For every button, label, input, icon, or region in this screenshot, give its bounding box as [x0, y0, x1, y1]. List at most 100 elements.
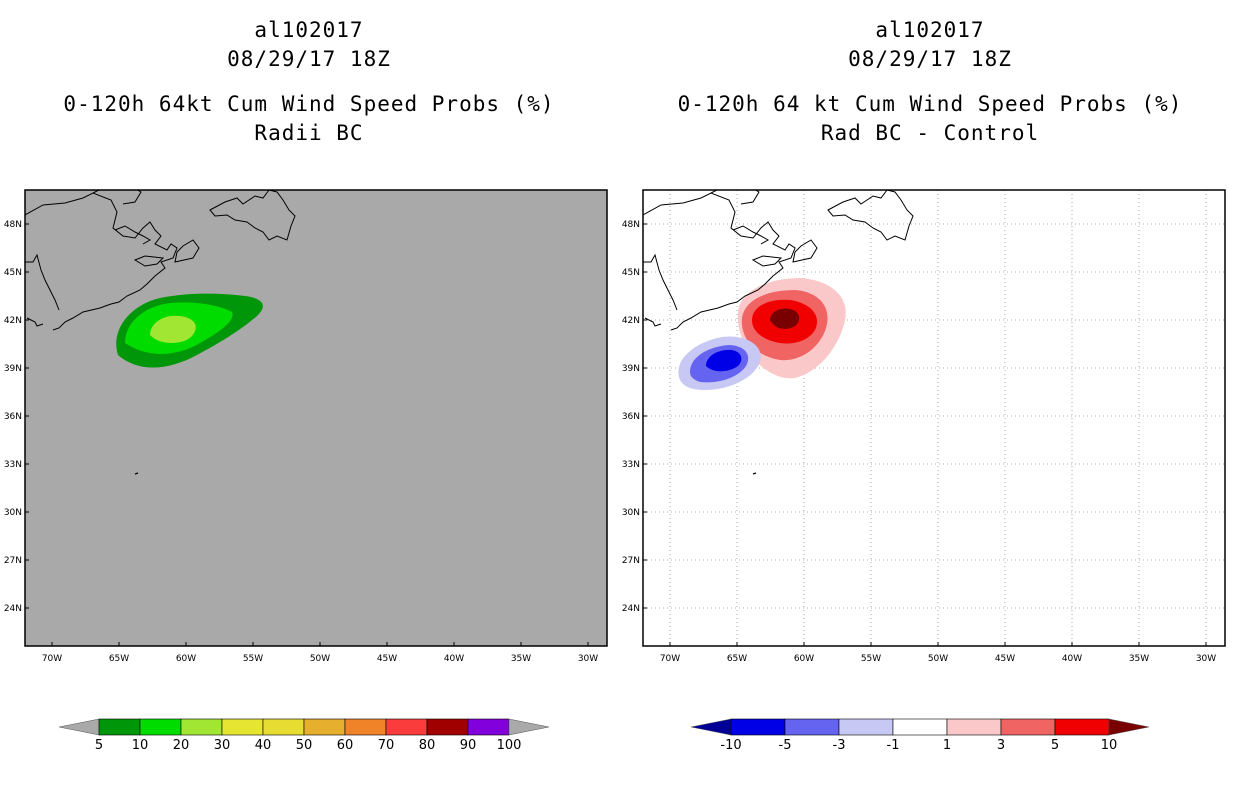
- lat-tick-label: 48N: [4, 220, 22, 230]
- colorbar-label: 5: [95, 738, 103, 753]
- lat-tick-label: 27N: [4, 556, 22, 566]
- lat-tick-label: 27N: [622, 556, 640, 566]
- colorbar-label: 30: [214, 738, 231, 753]
- colorbar-label: -3: [833, 738, 846, 753]
- colorbar-swatch: [838, 718, 894, 736]
- left-title-block: al102017 08/29/17 18Z 0-120h 64kt Cum Wi…: [20, 16, 598, 148]
- colorbar-swatch: [892, 718, 948, 736]
- right-title: 0-120h 64 kt Cum Wind Speed Probs (%): [677, 92, 1183, 116]
- left-colorbar: 5 10 20 30 40 50 60 70 80 90 100: [58, 718, 550, 753]
- colorbar-label: 5: [1051, 738, 1059, 753]
- colorbar-swatch: [303, 718, 346, 736]
- left-map-frame: [24, 189, 608, 647]
- right-lon-axis: 70W 65W 60W 55W 50W 45W 40W 35W 30W: [660, 642, 1216, 664]
- right-map-background: [643, 190, 1225, 646]
- right-lat-axis: 48N 45N 42N 39N 36N 33N 30N 27N 24N: [622, 220, 647, 614]
- right-title-block: al102017 08/29/17 18Z 0-120h 64 kt Cum W…: [630, 16, 1230, 148]
- lat-tick-label: 36N: [622, 412, 640, 422]
- colorbar-high-triangle: [1108, 718, 1150, 736]
- colorbar-label: 1: [943, 738, 951, 753]
- left-lat-axis: 48N 45N 42N 39N 36N 33N 30N 27N 24N: [4, 220, 29, 614]
- lat-tick-label: 33N: [4, 460, 22, 470]
- colorbar-label: 50: [296, 738, 313, 753]
- left-map-panel: 48N 45N 42N 39N 36N 33N 30N 27N 24N 70W 65W 60W 55W…: [4, 189, 608, 664]
- right-colorbar: -10 -5 -3 -1 1 3 5 10: [690, 718, 1150, 753]
- left-storm-id: al102017: [254, 18, 364, 42]
- colorbar-label: 100: [497, 738, 522, 753]
- colorbar-label: 10: [132, 738, 149, 753]
- colorbar-label: 10: [1101, 738, 1118, 753]
- colorbar-label: -1: [887, 738, 900, 753]
- right-storm-id: al102017: [875, 18, 985, 42]
- colorbar-swatch: [467, 718, 510, 736]
- colorbar-swatch: [344, 718, 387, 736]
- lat-tick-label: 30N: [4, 508, 22, 518]
- colorbar-swatch: [262, 718, 305, 736]
- colorbar-swatch: [180, 718, 223, 736]
- lon-tick-label: 30W: [578, 654, 598, 664]
- colorbar-swatch: [784, 718, 840, 736]
- lat-tick-label: 39N: [4, 364, 22, 374]
- left-map-background: [25, 190, 607, 646]
- lon-tick-label: 35W: [1129, 654, 1149, 664]
- lon-tick-label: 50W: [310, 654, 330, 664]
- colorbar-label: 20: [173, 738, 190, 753]
- right-map-frame: [642, 189, 1226, 647]
- colorbar-swatch: [385, 718, 428, 736]
- lat-tick-label: 42N: [4, 316, 22, 326]
- colorbar-low-triangle: [58, 718, 100, 736]
- lon-tick-label: 55W: [861, 654, 881, 664]
- lon-tick-label: 45W: [995, 654, 1015, 664]
- lon-tick-label: 50W: [928, 654, 948, 664]
- colorbar-label: -5: [779, 738, 792, 753]
- colorbar-label: 40: [255, 738, 272, 753]
- lat-tick-label: 42N: [622, 316, 640, 326]
- left-title: 0-120h 64kt Cum Wind Speed Probs (%): [63, 92, 555, 116]
- left-probability-contours: [116, 293, 263, 368]
- colorbar-label: 90: [460, 738, 477, 753]
- lon-tick-label: 65W: [109, 654, 129, 664]
- right-subtitle: Rad BC - Control: [820, 121, 1040, 145]
- lat-tick-label: 33N: [622, 460, 640, 470]
- colorbar-label: 60: [337, 738, 354, 753]
- colorbar-swatch: [730, 718, 786, 736]
- lon-tick-label: 55W: [243, 654, 263, 664]
- colorbar-label: 70: [378, 738, 395, 753]
- left-subtitle: Radii BC: [254, 121, 364, 145]
- lon-tick-label: 70W: [660, 654, 680, 664]
- lat-tick-label: 48N: [622, 220, 640, 230]
- colorbar-label: 3: [997, 738, 1005, 753]
- colorbar-swatch: [1054, 718, 1110, 736]
- right-difference-contours: [678, 278, 846, 390]
- colorbar-swatch: [1000, 718, 1056, 736]
- lat-tick-label: 24N: [4, 604, 22, 614]
- lon-tick-label: 60W: [176, 654, 196, 664]
- lon-tick-label: 40W: [1062, 654, 1082, 664]
- lat-tick-label: 36N: [4, 412, 22, 422]
- left-lon-axis: 70W 65W 60W 55W 50W 45W 40W 35W 30W: [42, 642, 598, 664]
- lon-tick-label: 45W: [377, 654, 397, 664]
- colorbar-swatch: [221, 718, 264, 736]
- lat-tick-label: 24N: [622, 604, 640, 614]
- lon-tick-label: 40W: [444, 654, 464, 664]
- lon-tick-label: 35W: [511, 654, 531, 664]
- colorbar-swatch: [98, 718, 141, 736]
- lon-tick-label: 70W: [42, 654, 62, 664]
- lat-tick-label: 39N: [622, 364, 640, 374]
- right-datetime: 08/29/17 18Z: [848, 47, 1012, 71]
- left-datetime: 08/29/17 18Z: [227, 47, 391, 71]
- lon-tick-label: 65W: [727, 654, 747, 664]
- lon-tick-label: 60W: [794, 654, 814, 664]
- lat-tick-label: 45N: [622, 268, 640, 278]
- right-map-panel: 48N 45N 42N 39N 36N 33N 30N 27N 24N 70W 65W 60W 55W…: [622, 189, 1226, 664]
- colorbar-swatch: [426, 718, 469, 736]
- colorbar-swatch: [946, 718, 1002, 736]
- colorbar-high-triangle: [508, 718, 550, 736]
- colorbar-swatch: [139, 718, 182, 736]
- colorbar-low-triangle: [690, 718, 732, 736]
- right-map-gridlines: [643, 190, 1225, 646]
- colorbar-label: 80: [419, 738, 436, 753]
- lat-tick-label: 45N: [4, 268, 22, 278]
- lon-tick-label: 30W: [1196, 654, 1216, 664]
